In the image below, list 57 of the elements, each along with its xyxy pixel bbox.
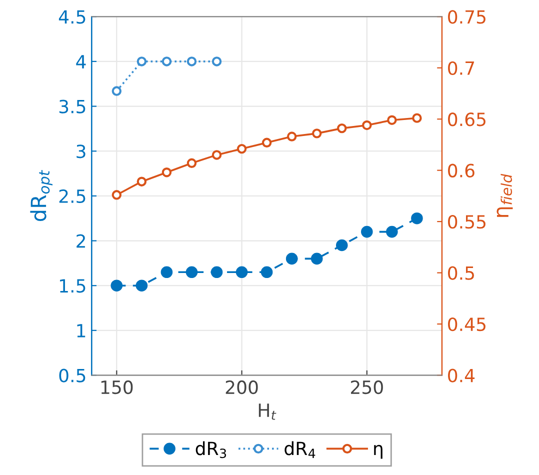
point: [411, 212, 423, 224]
point: [362, 120, 372, 130]
point: [236, 144, 247, 154]
point: [160, 266, 173, 278]
legend-label: dR$_{3}$: [196, 441, 226, 458]
y2-tick-label: 0.5: [448, 266, 474, 280]
point: [337, 123, 347, 134]
y-tick-label: 0.5: [59, 368, 86, 382]
point: [361, 226, 373, 238]
point: [286, 252, 298, 265]
x-tick-label: 200: [226, 380, 258, 394]
point: [186, 56, 197, 66]
point: [112, 86, 122, 96]
y2-tick-label: 0.55: [448, 215, 486, 229]
point: [186, 266, 198, 278]
x-tick-label: 250: [350, 380, 383, 394]
point: [386, 226, 398, 238]
point: [286, 132, 297, 142]
point: [210, 266, 223, 278]
x-axis-title: H$_{t}$: [258, 404, 276, 420]
y-tick-label: 2: [76, 234, 85, 248]
point: [310, 252, 323, 265]
point: [262, 138, 272, 148]
legend-label: η: [374, 444, 382, 459]
y-tick-label: 2.5: [59, 189, 86, 204]
point: [387, 115, 397, 125]
point: [162, 56, 172, 66]
y-tick-label: 4: [76, 55, 86, 68]
y2-axis-title: η$_{field}$: [496, 174, 513, 217]
x-tick-label: 150: [101, 380, 133, 394]
y-tick-label: 1.5: [60, 279, 86, 293]
point: [260, 266, 273, 278]
y2-tick-label: 0.6: [448, 164, 474, 178]
y2-tick-label: 0.4: [448, 368, 475, 382]
y-tick-label: 3: [76, 144, 86, 158]
point: [212, 56, 222, 66]
point: [212, 150, 222, 160]
y-tick-label: 4.5: [58, 10, 86, 24]
legend-label: dR$_{4}$: [284, 441, 316, 458]
point: [336, 239, 348, 252]
y2-tick-label: 0.65: [448, 112, 486, 126]
point: [236, 266, 248, 278]
point: [412, 113, 422, 123]
point: [112, 190, 122, 200]
point: [162, 168, 172, 178]
y-tick-label: 3.5: [59, 100, 86, 114]
point: [312, 128, 322, 138]
point: [136, 176, 147, 186]
y2-tick-label: 0.75: [448, 10, 486, 24]
point: [110, 280, 123, 292]
y-axis-title: dR$_{opt}$: [30, 170, 52, 222]
point: [136, 56, 147, 66]
y-tick-label: 1: [77, 324, 86, 338]
point: [136, 280, 148, 292]
y2-tick-label: 0.45: [448, 317, 486, 332]
point: [186, 158, 197, 168]
y2-tick-label: 0.7: [448, 61, 474, 75]
